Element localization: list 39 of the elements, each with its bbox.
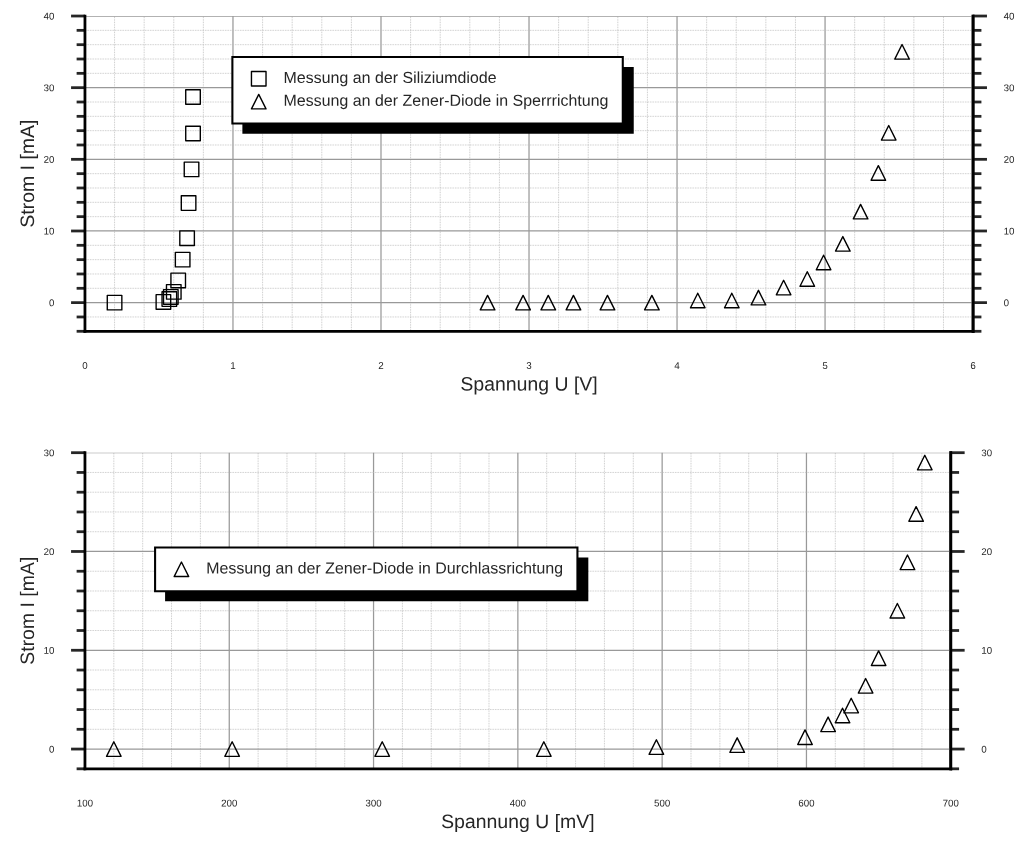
y2-tick-label: 30	[1004, 84, 1015, 92]
y2-tick-label: 10	[1004, 227, 1015, 235]
y-tick-label: 40	[43, 12, 55, 20]
y2-tick-label: 10	[982, 647, 992, 654]
legend-label: Messung an der Zener-Diode in Durchlassrichtung	[207, 561, 563, 577]
y-tick-label: 10	[44, 227, 55, 235]
y-tick-label: 20	[44, 156, 55, 163]
x-tick-label: 1	[231, 362, 236, 369]
y-tick-label: 0	[49, 299, 55, 307]
y-tick-label: 30	[43, 449, 55, 457]
y2-tick-label: 40	[1003, 12, 1015, 20]
x-tick-label: 5	[822, 362, 828, 369]
x-tick-label: 3	[526, 362, 532, 369]
x-tick-label: 2	[378, 362, 384, 369]
y2-tick-label: 20	[981, 548, 992, 556]
y-tick-label: 0	[49, 745, 55, 753]
x-axis-title: Spannung U [mV]	[442, 813, 594, 833]
x-tick-label: 4	[674, 362, 680, 369]
x-tick-label: 700	[943, 799, 959, 807]
y2-tick-label: 0	[981, 745, 987, 753]
y-axis-title: Strom I [mA]	[19, 558, 39, 664]
x-tick-label: 200	[221, 799, 237, 807]
y-tick-label: 20	[44, 548, 55, 556]
y-tick-label: 30	[43, 84, 55, 92]
x-tick-label: 400	[509, 799, 526, 807]
x-axis-title: Spannung U [V]	[461, 376, 597, 395]
y-axis-title: Strom I [mA]	[19, 121, 39, 227]
y2-tick-label: 20	[1004, 156, 1015, 163]
y-tick-label: 10	[44, 647, 55, 654]
x-tick-label: 500	[654, 799, 670, 807]
legend-label: Messung an der Siliziumdiode	[284, 71, 496, 87]
x-tick-label: 0	[82, 362, 88, 369]
legend-label: Messung an der Zener-Diode in Sperrrichtung	[284, 94, 608, 110]
y2-tick-label: 30	[981, 449, 992, 457]
y2-tick-label: 0	[1004, 299, 1009, 307]
x-tick-label: 300	[365, 799, 382, 807]
x-tick-label: 100	[77, 799, 93, 807]
x-tick-label: 600	[798, 799, 815, 807]
x-tick-label: 6	[970, 362, 976, 369]
